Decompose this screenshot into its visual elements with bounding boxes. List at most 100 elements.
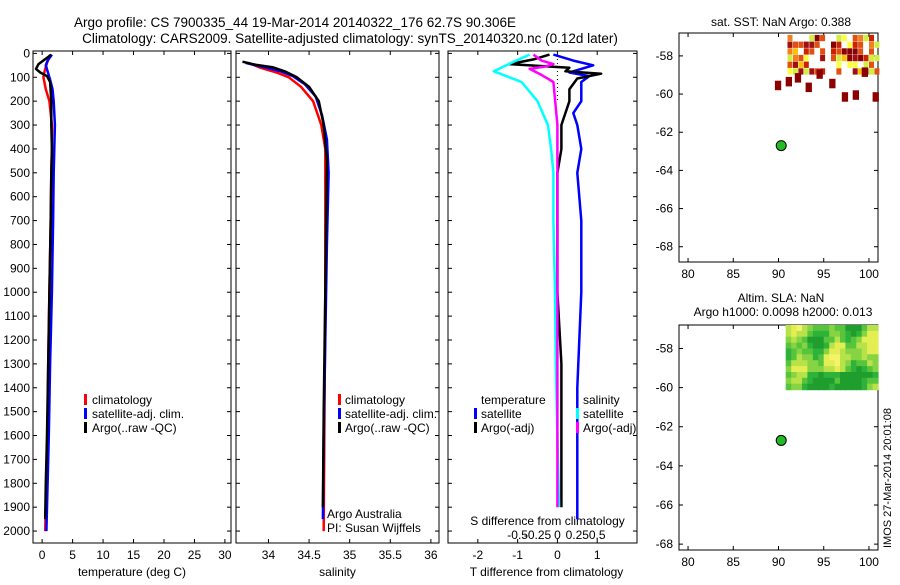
y-tick-label: -64 (656, 459, 674, 473)
sst-cell (809, 68, 815, 75)
sla-cell (807, 336, 814, 344)
sla-cell (796, 354, 803, 361)
sla-cell (845, 360, 852, 367)
y-tick-label: 800 (10, 237, 30, 251)
sla-cell (840, 366, 846, 373)
x-tick-label: 0 (554, 548, 561, 562)
legend-sal-satellite-label: satellite (583, 407, 624, 421)
sla-cell (829, 360, 836, 367)
series-line-temperature-satellite (553, 53, 595, 520)
sla-cell (845, 325, 852, 332)
sla-cell (823, 325, 830, 332)
sst-cell (794, 73, 802, 83)
sla-cell (840, 342, 846, 350)
y-tick-label: -62 (656, 125, 674, 139)
sst-cell (847, 61, 853, 68)
sst-cell (803, 61, 809, 68)
sst-cell (858, 68, 864, 75)
x-tick-label: 100 (859, 267, 879, 281)
sst-cell (787, 41, 793, 48)
sla-cell (802, 360, 808, 367)
sla-cell (856, 336, 863, 344)
series-line-argo-raw-qc- (242, 60, 329, 508)
sla-cell (807, 330, 814, 338)
sla-cell (850, 372, 857, 379)
sst-cell (874, 41, 880, 48)
sst-cell (809, 48, 815, 55)
sst-map-title: sat. SST: NaN Argo: 0.388 (711, 15, 851, 29)
sst-cell (803, 68, 809, 75)
sst-cell (787, 54, 793, 62)
x-tick-label: 25 (188, 548, 202, 562)
legend-salinity-title: salinity (583, 393, 620, 407)
difference-legend: temperature salinity satellite Argo(-adj… (474, 393, 636, 435)
figure-title-line-1: Argo profile: CS 7900335_44 19-Mar-2014 … (74, 15, 516, 30)
sst-cell (852, 54, 858, 62)
sla-cell (861, 377, 868, 385)
sla-cell (796, 377, 803, 385)
t-diff-axis-label: T difference from climatology (470, 565, 624, 579)
sla-cell (872, 372, 879, 379)
sla-cell (807, 377, 814, 385)
sst-cell (836, 68, 842, 75)
sla-cell (823, 330, 830, 338)
sst-cell (798, 41, 804, 48)
sst-cell (836, 48, 842, 55)
x-tick-label: 35 (343, 548, 357, 562)
sla-cell (829, 325, 836, 332)
sla-cell (812, 372, 819, 379)
sla-map-title: Altim. SLA: NaN (738, 291, 825, 305)
sst-cell (793, 54, 798, 62)
sst-cell (793, 68, 798, 75)
sla-cell (802, 325, 808, 332)
y-tick-label: 100 (10, 70, 30, 84)
s-diff-tick-label: -0.25 (524, 528, 552, 542)
sla-cell (856, 354, 863, 361)
sst-cell (820, 34, 826, 42)
x-tick-label: 34 (262, 548, 276, 562)
legend-climatology-label: climatology (345, 393, 405, 407)
y-tick-label: 300 (10, 118, 30, 132)
sla-cell (856, 377, 863, 385)
sst-cell (872, 92, 879, 102)
sla-cell (861, 383, 868, 391)
sla-cell (807, 354, 814, 361)
sst-cell (836, 41, 842, 48)
sla-cell (867, 372, 874, 379)
y-tick-label: 1800 (3, 476, 30, 490)
sla-cell (823, 372, 830, 379)
sla-cell (856, 342, 863, 350)
sla-cell (791, 354, 798, 361)
sla-cell (861, 330, 868, 338)
sla-cell (818, 330, 825, 338)
sla-cell (845, 372, 852, 379)
sst-cell (852, 34, 858, 42)
sla-cell (867, 336, 874, 344)
sla-cell (785, 348, 792, 355)
sla-cell (850, 377, 857, 385)
sla-cell (807, 372, 814, 379)
sla-cell (867, 342, 874, 350)
sst-cell (869, 41, 874, 48)
sst-cell (847, 54, 853, 62)
sla-cell (850, 330, 857, 338)
sla-cell (812, 383, 819, 391)
sla-cell (867, 377, 874, 385)
sla-cell (791, 372, 798, 379)
y-tick-label: 1900 (3, 500, 30, 514)
difference-panel-frame (447, 50, 638, 544)
sla-cell (807, 366, 814, 373)
y-tick-label: 900 (10, 261, 30, 275)
sla-cell (785, 383, 792, 391)
y-tick-label: -66 (656, 202, 674, 216)
sla-cell (802, 383, 808, 391)
sla-cell (840, 348, 846, 355)
sla-cell (834, 354, 841, 361)
sla-cell (829, 383, 836, 391)
credit-argo-australia: Argo Australia (327, 507, 402, 521)
sst-cell (847, 48, 853, 55)
sla-cell (807, 383, 814, 391)
y-tick-label: -66 (656, 498, 674, 512)
sla-cell (834, 366, 841, 373)
sla-cell (818, 360, 825, 367)
